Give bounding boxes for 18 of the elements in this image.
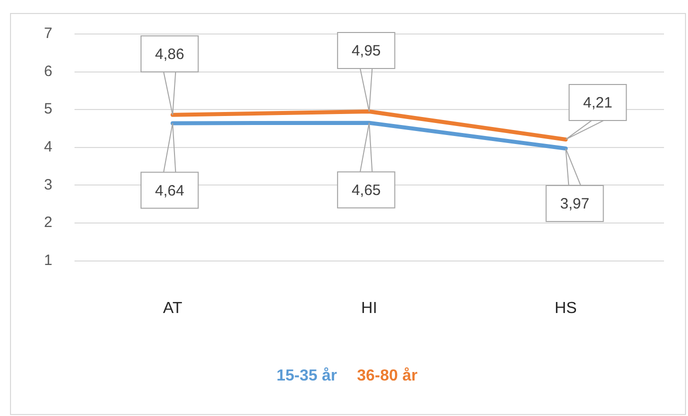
data-label: 4,21: [583, 94, 612, 112]
x-tick-label: AT: [162, 300, 182, 317]
y-tick-label: 4: [44, 138, 52, 156]
data-label: 4,86: [155, 46, 184, 64]
text: 36-80 år: [357, 366, 418, 384]
y-tick-label: 7: [44, 25, 52, 42]
x-tick-label: HI: [361, 300, 378, 317]
data-label: 3,97: [560, 196, 590, 213]
y-tick-label: 5: [44, 100, 52, 118]
data-label: 4,65: [352, 182, 381, 199]
y-tick-label: 6: [44, 62, 52, 80]
data-label: 4,95: [352, 42, 381, 60]
x-tick-label: HS: [554, 300, 577, 317]
data-label: 4,64: [155, 182, 184, 200]
y-tick-label: 1: [44, 252, 52, 269]
y-tick-label: 2: [44, 214, 52, 232]
text: 15-35 år: [276, 366, 338, 384]
y-tick-label: 3: [44, 176, 52, 194]
